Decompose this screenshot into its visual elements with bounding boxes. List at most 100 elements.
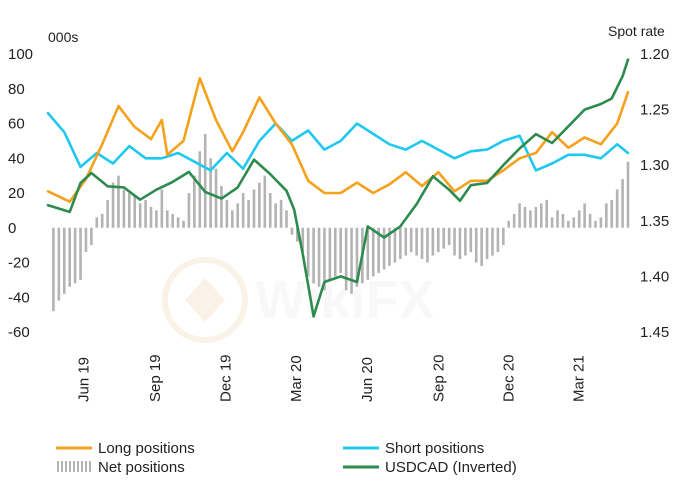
legend-label-long: Long positions xyxy=(98,440,195,457)
net-position-bar xyxy=(301,227,305,253)
watermark-logo: WikiFX xyxy=(162,257,435,343)
right-axis-tick-label: 1.45 xyxy=(640,324,669,341)
legend-label-usdcad: USDCAD (Inverted) xyxy=(385,459,517,476)
net-position-bar xyxy=(117,175,120,228)
net-position-bar xyxy=(100,213,104,228)
net-position-bar xyxy=(366,227,370,280)
net-position-bar xyxy=(252,189,256,228)
net-position-bar xyxy=(122,189,126,228)
net-position-bar xyxy=(90,227,93,246)
net-position-bar xyxy=(290,227,294,235)
net-position-bar xyxy=(464,227,467,256)
net-position-bar xyxy=(399,227,402,260)
net-position-bar xyxy=(534,206,538,228)
net-position-bar xyxy=(599,217,603,228)
net-position-bar xyxy=(306,227,310,277)
x-axis-ticks: Jun 19 Sep 19 Dec 19 Mar 20 Jun 20 Sep 20 Dec … xyxy=(76,354,588,402)
right-axis-tick-label: 1.35 xyxy=(640,213,669,230)
net-position-bar xyxy=(241,193,245,228)
net-position-bar xyxy=(52,227,55,312)
net-position-bar xyxy=(474,227,478,263)
net-position-bar xyxy=(268,193,272,228)
net-position-bar xyxy=(615,189,619,228)
net-position-bar xyxy=(165,210,169,228)
net-position-bar xyxy=(263,175,267,228)
legend-item-net: Net positions xyxy=(57,459,185,476)
net-position-bar xyxy=(57,227,61,301)
left-axis-unit-label: 000s xyxy=(48,29,78,45)
x-axis-tick-label: Sep 19 xyxy=(147,354,164,402)
net-position-bar xyxy=(68,227,71,287)
net-position-bar xyxy=(469,227,473,253)
net-position-bar xyxy=(111,182,115,228)
net-position-bar xyxy=(491,227,494,256)
net-position-bar xyxy=(128,193,131,228)
net-position-bar xyxy=(236,203,240,228)
left-axis-tick-label: 80 xyxy=(8,81,25,98)
net-position-bar xyxy=(312,227,315,284)
net-position-bar xyxy=(539,203,543,228)
left-axis-tick-label: 100 xyxy=(8,46,33,63)
net-position-bar xyxy=(182,220,185,228)
net-position-bar xyxy=(577,210,581,228)
net-position-bar xyxy=(323,227,326,291)
net-position-bar xyxy=(339,227,343,273)
legend-item-long: Long positions xyxy=(56,440,195,457)
legend-item-usdcad: USDCAD (Inverted) xyxy=(343,459,517,476)
left-axis-tick-label: -20 xyxy=(8,255,30,272)
x-axis-tick-label: Mar 20 xyxy=(288,355,305,402)
net-position-bar xyxy=(285,210,288,228)
x-axis-tick-label: Mar 21 xyxy=(570,355,587,402)
net-position-bar xyxy=(388,227,391,266)
right-axis-ticks: 1.20 1.25 1.30 1.35 1.40 1.45 xyxy=(640,46,669,341)
net-position-bar xyxy=(393,227,397,263)
left-axis-ticks: 100 80 60 40 20 0 -20 -40 -60 xyxy=(8,46,33,341)
net-position-bar xyxy=(561,213,565,228)
net-position-bar xyxy=(480,227,483,266)
net-position-bar xyxy=(317,227,321,287)
net-positions-bars xyxy=(52,133,630,312)
legend-label-net: Net positions xyxy=(98,459,185,476)
net-position-bar xyxy=(247,199,250,228)
net-position-bar xyxy=(626,161,630,228)
series-line-long xyxy=(46,77,630,203)
net-position-bar xyxy=(621,179,624,228)
net-position-bar xyxy=(436,227,440,253)
left-axis-tick-label: 60 xyxy=(8,116,25,133)
series-lines xyxy=(46,58,630,318)
net-position-bar xyxy=(507,220,511,228)
left-axis-tick-label: 40 xyxy=(8,150,25,167)
net-position-bar xyxy=(214,168,218,228)
net-position-bar xyxy=(550,217,554,228)
net-position-bar xyxy=(523,206,527,228)
net-position-bar xyxy=(529,210,532,228)
net-position-bar xyxy=(485,227,489,260)
net-position-bar xyxy=(160,189,164,228)
net-position-bar xyxy=(187,193,191,228)
net-position-bar xyxy=(371,227,375,277)
net-position-bar xyxy=(198,151,202,228)
net-position-bar xyxy=(377,227,380,273)
legend-label-short: Short positions xyxy=(385,440,484,457)
net-position-bar xyxy=(95,217,99,228)
net-position-bar xyxy=(344,227,348,291)
net-position-bar xyxy=(556,210,559,228)
net-position-bar xyxy=(404,227,408,256)
net-position-bar xyxy=(333,227,337,277)
net-position-bar xyxy=(73,227,77,284)
left-axis-tick-label: -40 xyxy=(8,289,30,306)
x-axis-tick-label: Dec 19 xyxy=(217,354,234,402)
net-position-bar xyxy=(230,210,234,228)
net-position-bar xyxy=(106,199,109,228)
net-position-bar xyxy=(138,203,142,228)
net-position-bar xyxy=(79,227,82,280)
x-axis-tick-label: Sep 20 xyxy=(430,354,447,402)
net-position-bar xyxy=(583,203,586,228)
net-position-bar xyxy=(171,213,174,228)
net-position-bar xyxy=(355,227,359,287)
net-position-bar xyxy=(84,227,88,253)
svg-text:WikiFX: WikiFX xyxy=(255,270,435,330)
legend: Long positions Short positions xyxy=(56,440,517,476)
